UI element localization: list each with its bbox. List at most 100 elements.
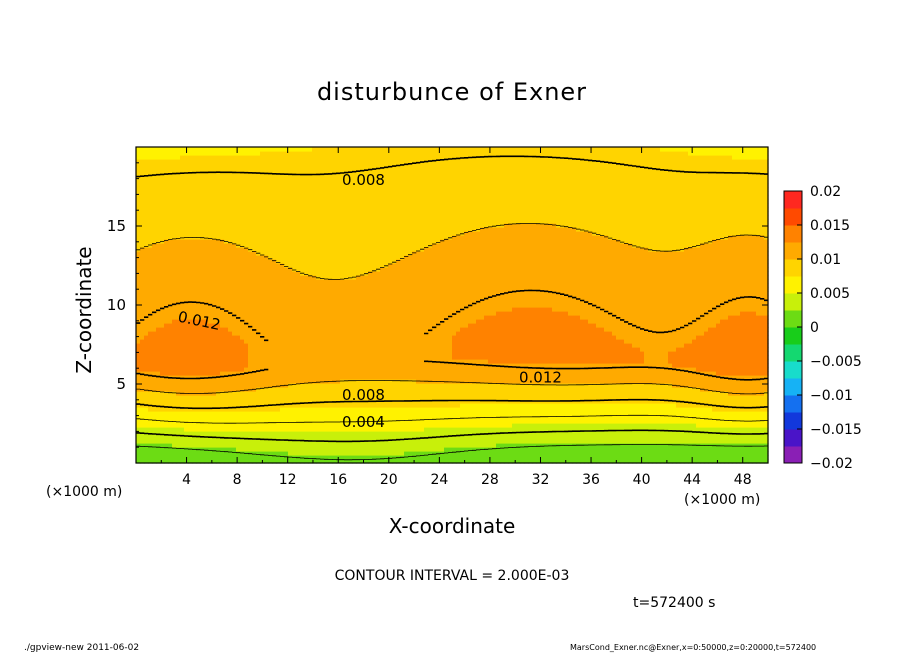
field-cell [200,295,205,300]
field-cell [348,227,353,232]
field-cell [232,275,237,280]
field-cell [252,383,257,388]
field-cell [224,407,229,412]
field-cell [144,255,149,260]
field-cell [220,199,225,204]
field-cell [224,287,229,292]
field-cell [376,435,381,440]
field-cell [384,283,389,288]
field-cell [296,399,301,404]
field-cell [308,379,313,384]
field-cell [184,299,189,304]
field-cell [288,403,293,408]
field-cell [180,387,185,392]
field-cell [180,351,185,356]
field-cell [364,147,369,152]
field-cell [140,399,145,404]
field-cell [212,279,217,284]
field-cell [248,419,253,424]
field-cell [260,175,265,180]
field-cell [220,339,225,344]
field-cell [316,435,321,440]
field-cell [368,455,373,460]
field-cell [248,347,253,352]
field-cell [176,199,181,204]
field-cell [296,251,301,256]
field-cell [296,343,301,348]
field-cell [236,391,241,396]
field-cell [172,287,177,292]
field-cell [196,399,201,404]
field-cell [280,187,285,192]
field-cell [240,455,245,460]
field-cell [384,255,389,260]
field-cell [324,403,329,408]
field-cell [264,291,269,296]
field-cell [296,211,301,216]
field-cell [200,251,205,256]
field-cell [292,367,297,372]
field-cell [152,187,157,192]
field-cell [348,203,353,208]
field-cell [176,427,181,432]
field-cell [344,387,349,392]
field-cell [228,243,233,248]
field-cell [140,243,145,248]
field-cell [156,239,161,244]
field-cell [208,263,213,268]
field-cell [344,199,349,204]
field-cell [240,243,245,248]
field-cell [332,179,337,184]
field-cell [228,339,233,344]
field-cell [144,335,149,340]
field-cell [156,179,161,184]
field-cell [164,219,169,224]
field-cell [232,323,237,328]
field-cell [312,411,317,416]
field-cell [212,243,217,248]
field-cell [288,315,293,320]
field-cell [180,439,185,444]
field-cell [164,319,169,324]
field-cell [344,327,349,332]
field-cell [324,227,329,232]
field-cell [176,355,181,360]
field-cell [200,415,205,420]
field-cell [272,363,277,368]
field-cell [344,187,349,192]
field-cell [380,191,385,196]
field-cell [136,179,141,184]
field-cell [332,371,337,376]
field-cell [144,359,149,364]
field-cell [316,255,321,260]
field-cell [304,195,309,200]
field-cell [336,159,341,164]
field-cell [220,315,225,320]
field-cell [332,415,337,420]
field-cell [244,383,249,388]
field-cell [384,315,389,320]
field-cell [336,435,341,440]
field-cell [336,211,341,216]
field-cell [328,147,333,152]
field-cell [280,263,285,268]
field-cell [188,175,193,180]
field-cell [384,159,389,164]
field-cell [332,191,337,196]
field-cell [144,427,149,432]
field-cell [268,147,273,152]
field-cell [296,403,301,408]
field-cell [228,439,233,444]
field-cell [200,395,205,400]
field-cell [380,247,385,252]
field-cell [256,407,261,412]
field-cell [292,307,297,312]
field-cell [264,311,269,316]
field-cell [236,327,241,332]
field-cell [256,379,261,384]
field-cell [320,423,325,428]
field-cell [180,455,185,460]
field-cell [324,155,329,160]
field-cell [188,303,193,308]
field-cell [244,175,249,180]
